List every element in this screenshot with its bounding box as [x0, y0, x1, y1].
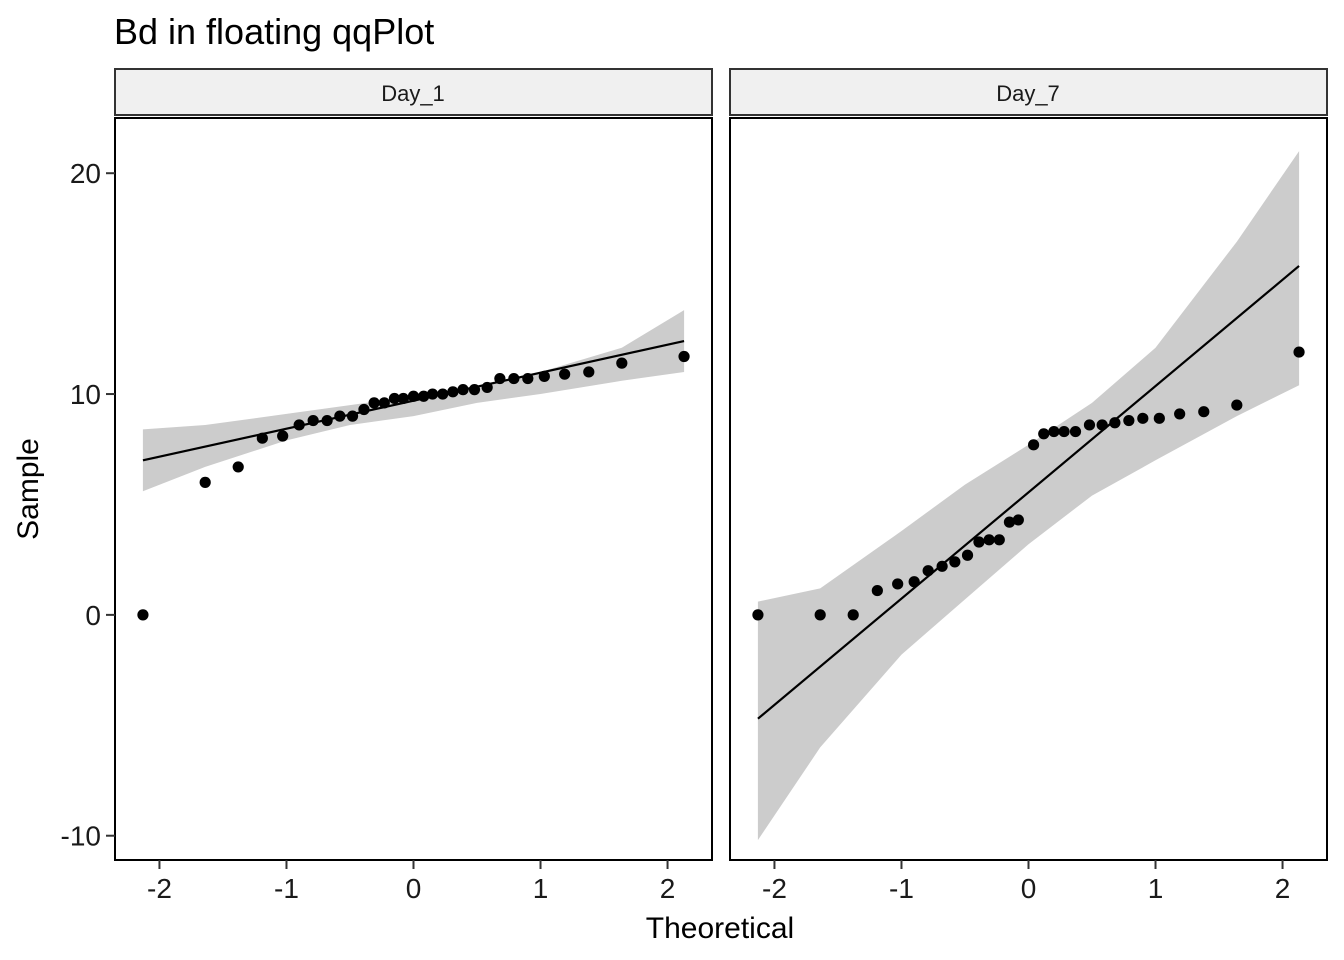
- data-point-day-7: [936, 560, 948, 572]
- confidence-band-day-7: [757, 151, 1300, 841]
- data-point-day-7: [1096, 419, 1108, 431]
- data-point-day-1: [426, 388, 439, 400]
- data-point-day-7: [1038, 428, 1050, 440]
- x-tick-label: 2: [1275, 873, 1291, 904]
- data-point-day-1: [522, 372, 534, 385]
- data-point-day-7: [949, 556, 961, 568]
- y-axis: -10 0 10 20: [61, 158, 115, 852]
- data-point-day-7: [1027, 439, 1040, 451]
- y-tick-label: -10: [61, 821, 101, 852]
- reference-line-day-7: [757, 265, 1300, 720]
- data-point-day-1: [616, 357, 628, 369]
- strip-background-day-7: [729, 68, 1328, 116]
- panel-data-day-7: [752, 151, 1305, 841]
- data-point-day-1: [232, 461, 244, 473]
- data-point-day-7: [1058, 425, 1070, 438]
- x-tick-label: -1: [274, 873, 299, 904]
- data-point-day-1: [447, 386, 459, 398]
- data-point-day-7: [1293, 346, 1305, 358]
- x-tick-label: 1: [1148, 873, 1164, 904]
- data-point-day-7: [973, 536, 985, 548]
- data-point-day-1: [457, 384, 469, 396]
- y-tick-label: 0: [85, 600, 101, 631]
- data-point-day-1: [346, 410, 359, 422]
- strip-background-day-1: [114, 68, 713, 116]
- x-tick-label: 2: [660, 873, 676, 904]
- data-point-day-7: [847, 609, 859, 621]
- x-axis-day-1: -2 -1 0 1 2: [147, 860, 675, 904]
- chart-title: Bd in floating qqPlot: [114, 11, 434, 52]
- data-point-day-1: [307, 414, 319, 427]
- data-point-day-1: [321, 414, 333, 427]
- data-point-day-1: [137, 609, 149, 621]
- data-point-day-7: [1003, 516, 1016, 528]
- panel-data-day-1: [137, 310, 690, 621]
- data-point-day-1: [583, 366, 595, 378]
- data-point-day-7: [1198, 406, 1210, 418]
- data-point-day-1: [538, 370, 550, 382]
- data-point-day-7: [752, 609, 764, 621]
- data-point-day-7: [1137, 412, 1149, 424]
- data-point-day-1: [418, 390, 430, 402]
- panel-day-1: Day_1: [114, 68, 713, 861]
- data-point-day-1: [397, 392, 409, 405]
- y-axis-title: Sample: [12, 438, 45, 540]
- data-point-day-7: [908, 576, 920, 588]
- data-point-day-1: [199, 476, 211, 488]
- y-tick-label: 20: [70, 158, 101, 189]
- data-point-day-1: [277, 430, 289, 442]
- data-point-day-7: [1048, 425, 1060, 438]
- x-axis-title: Theoretical: [646, 912, 794, 945]
- data-point-day-1: [256, 432, 268, 444]
- data-point-day-1: [559, 368, 571, 380]
- data-point-day-1: [468, 384, 481, 396]
- data-point-day-7: [922, 565, 934, 577]
- x-axis-day-7: -2 -1 0 1 2: [762, 860, 1290, 904]
- data-point-day-1: [508, 372, 520, 385]
- x-tick-label: -1: [889, 873, 914, 904]
- data-point-day-1: [358, 403, 370, 416]
- data-point-day-7: [993, 534, 1005, 546]
- data-point-day-7: [1069, 425, 1082, 438]
- x-tick-label: 0: [406, 873, 422, 904]
- data-point-day-1: [437, 388, 449, 400]
- x-tick-label: -2: [762, 873, 787, 904]
- data-point-day-1: [334, 410, 346, 422]
- data-point-day-7: [983, 534, 995, 546]
- data-point-day-7: [1083, 419, 1096, 431]
- panel-background-day-1: [115, 118, 712, 860]
- data-point-day-1: [388, 392, 401, 405]
- data-point-day-7: [1231, 399, 1243, 411]
- data-point-day-1: [368, 397, 380, 409]
- data-point-day-7: [1123, 414, 1135, 427]
- x-tick-label: 1: [533, 873, 549, 904]
- y-tick-label: 10: [70, 379, 101, 410]
- data-point-day-7: [1153, 412, 1165, 424]
- data-point-day-1: [293, 419, 305, 431]
- data-point-day-7: [1174, 408, 1186, 420]
- strip-label-day-7: Day_7: [996, 81, 1060, 106]
- data-point-day-7: [1012, 514, 1024, 526]
- data-point-day-1: [494, 372, 506, 385]
- data-point-day-1: [678, 350, 690, 363]
- data-point-day-7: [892, 578, 904, 590]
- data-point-day-7: [814, 609, 826, 621]
- x-tick-label: -2: [147, 873, 172, 904]
- data-point-day-7: [1109, 417, 1121, 429]
- data-point-day-1: [407, 390, 420, 402]
- x-tick-label: 0: [1021, 873, 1037, 904]
- panel-day-7: Day_7: [729, 68, 1328, 861]
- data-point-day-1: [378, 397, 390, 409]
- strip-label-day-1: Day_1: [381, 81, 445, 106]
- data-point-day-7: [871, 584, 883, 597]
- data-point-day-7: [961, 549, 974, 561]
- data-point-day-1: [481, 381, 493, 394]
